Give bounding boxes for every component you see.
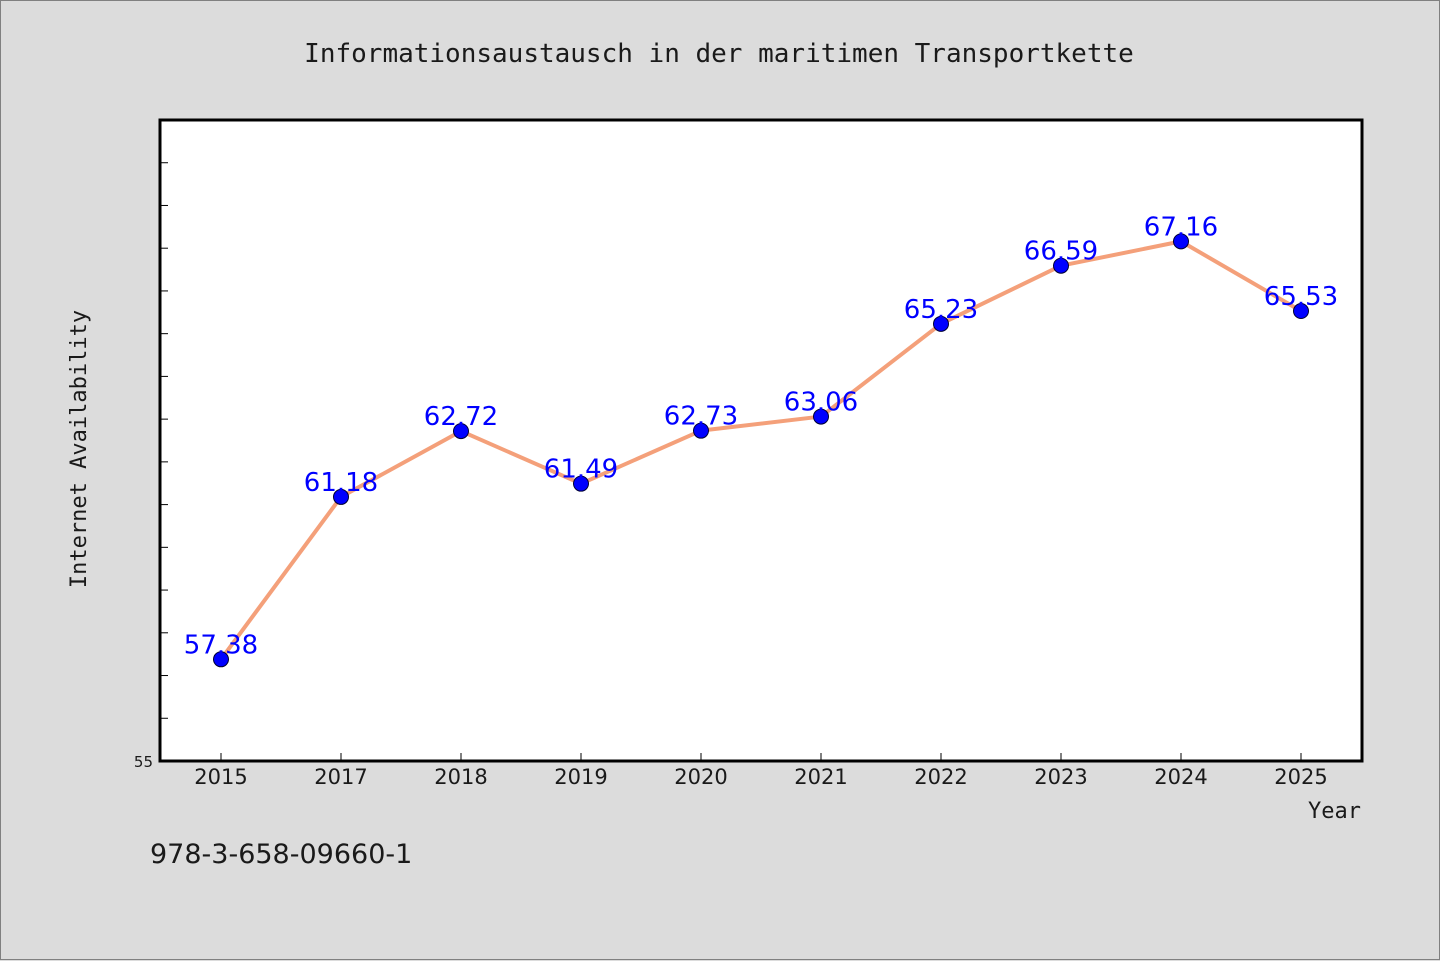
data-label: 62.72 <box>424 402 498 432</box>
x-tick-label: 2023 <box>1034 765 1087 789</box>
chart-title: Informationsaustausch in der maritimen T… <box>304 39 1134 69</box>
data-label: 67.16 <box>1144 212 1218 242</box>
data-point <box>1293 303 1309 320</box>
data-label: 61.18 <box>304 468 378 498</box>
series-line <box>219 239 1303 661</box>
x-tick-label: 2022 <box>914 765 967 789</box>
data-point <box>213 651 229 668</box>
x-tick-label: 2020 <box>674 765 727 789</box>
data-point <box>333 488 349 505</box>
data-label: 62.73 <box>664 402 738 432</box>
y-axis-ticks <box>160 162 168 719</box>
data-point <box>1053 257 1069 274</box>
data-label: 57.38 <box>184 630 258 660</box>
x-tick-label: 2019 <box>554 765 607 789</box>
x-tick-label: 2024 <box>1154 765 1207 789</box>
data-label: 65.23 <box>904 295 978 325</box>
data-point <box>933 315 949 332</box>
x-axis-ticks <box>220 753 1302 761</box>
data-label: 66.59 <box>1024 237 1098 267</box>
isbn-text: 978-3-658-09660-1 <box>150 839 412 870</box>
data-point <box>1173 233 1189 250</box>
series-markers <box>213 233 1309 668</box>
y-axis-min-label: 55 <box>134 753 153 771</box>
x-axis-tick-labels: 2015 2017 2018 2019 2020 2021 2022 2023 2024 2025 <box>194 765 1327 789</box>
x-axis-label: Year <box>1308 799 1361 824</box>
x-tick-label: 2025 <box>1274 765 1327 789</box>
data-label: 65.53 <box>1264 282 1338 312</box>
x-tick-label: 2015 <box>194 765 247 789</box>
data-point <box>573 475 589 492</box>
data-point <box>453 423 469 440</box>
x-tick-label: 2021 <box>794 765 847 789</box>
x-tick-label: 2017 <box>314 765 367 789</box>
data-label: 61.49 <box>544 455 618 485</box>
data-point <box>693 422 709 439</box>
plot-area <box>158 118 1364 763</box>
data-label: 63.06 <box>784 388 858 418</box>
y-axis-label: Internet Availability <box>67 310 92 588</box>
data-point <box>813 408 829 425</box>
data-labels: 57.38 61.18 62.72 61.49 62.73 63.06 65.23 66.59… <box>184 212 1338 660</box>
x-tick-label: 2018 <box>434 765 487 789</box>
